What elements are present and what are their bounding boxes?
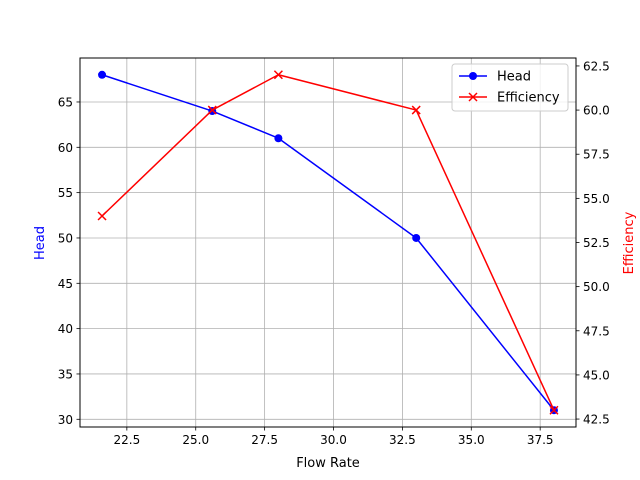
left-y-tick-label: 45 (58, 277, 73, 291)
right-y-tick-label: 55.0 (583, 192, 610, 206)
left-y-tick-label: 65 (58, 95, 73, 109)
plot-area (80, 58, 576, 427)
right-y-axis-label: Efficiency (622, 211, 637, 274)
legend-head-label: Head (497, 70, 531, 85)
x-tick-label: 37.5 (527, 433, 554, 447)
x-tick-label: 32.5 (389, 433, 416, 447)
left-y-tick-label: 40 (58, 322, 73, 336)
x-axis-ticks: 22.5 25.0 27.5 30.0 32.5 35.0 37.5 (113, 427, 554, 447)
x-tick-label: 27.5 (251, 433, 278, 447)
left-y-tick-label: 60 (58, 141, 73, 155)
left-y-tick-label: 50 (58, 231, 73, 245)
legend-head-marker (469, 72, 477, 80)
efficiency-data-point (97, 211, 107, 221)
right-y-tick-label: 57.5 (583, 148, 610, 162)
x-tick-label: 25.0 (182, 433, 209, 447)
legend-efficiency-label: Efficiency (497, 91, 560, 106)
legend-efficiency-marker (468, 92, 478, 102)
right-y-tick-label: 60.0 (583, 104, 610, 118)
right-y-tick-label: 52.5 (583, 236, 610, 250)
efficiency-data-point (411, 105, 421, 115)
right-y-tick-label: 45.0 (583, 368, 610, 382)
right-y-axis-ticks: 42.5 45.0 47.5 50.0 52.5 55.0 57.5 60.0 62.5 (576, 59, 610, 427)
head-data-point (274, 134, 283, 143)
efficiency-data-point (549, 405, 559, 415)
series-layer (97, 70, 559, 415)
left-y-tick-label: 55 (58, 186, 73, 200)
head-data-point (412, 233, 421, 242)
x-tick-label: 30.0 (320, 433, 347, 447)
right-y-tick-label: 42.5 (583, 413, 610, 427)
left-y-axis-ticks: 30 35 40 45 50 55 60 65 (58, 95, 80, 427)
right-y-tick-label: 50.0 (583, 280, 610, 294)
legend: Head Efficiency (451, 63, 569, 112)
right-y-tick-label: 47.5 (583, 324, 610, 338)
right-y-tick-label: 62.5 (583, 59, 610, 73)
head-data-point (98, 70, 107, 79)
left-y-axis-label: Head (33, 226, 48, 260)
x-tick-label: 35.0 (458, 433, 485, 447)
left-y-tick-label: 35 (58, 367, 73, 381)
x-axis-label: Flow Rate (296, 456, 360, 471)
efficiency-data-point (273, 70, 283, 80)
left-y-tick-label: 30 (58, 413, 73, 427)
efficiency-data-point (207, 105, 217, 115)
x-tick-label: 22.5 (113, 433, 140, 447)
gridlines (80, 58, 576, 427)
